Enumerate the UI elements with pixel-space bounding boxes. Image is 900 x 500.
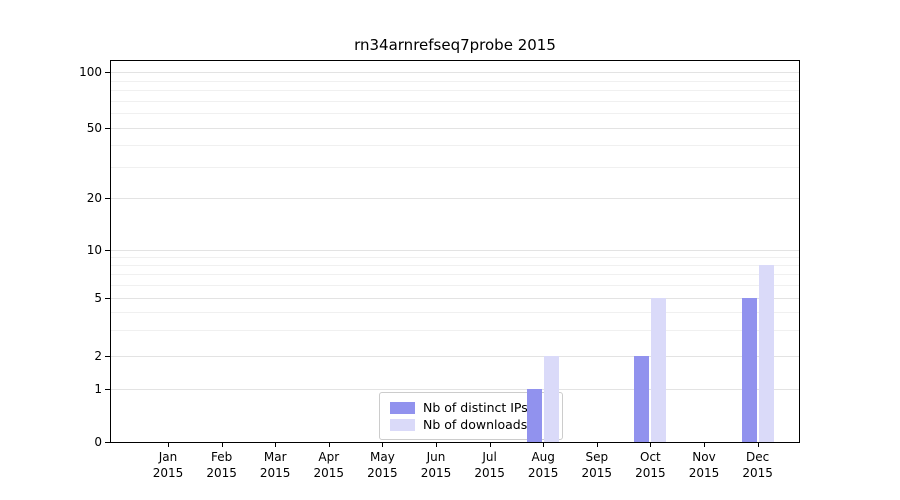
x-tick-label: Nov 2015: [688, 450, 720, 480]
y-tick-mark: [105, 72, 110, 74]
y-tick-label: 20: [86, 191, 102, 206]
gridline: [111, 265, 799, 267]
gridline: [111, 249, 799, 251]
x-tick-mark: [275, 443, 277, 447]
x-tick-label: Jun 2015: [420, 450, 452, 480]
y-tick-label: 0: [94, 435, 102, 449]
y-tick-label: 2: [94, 349, 102, 364]
y-tick-label: 100: [79, 65, 102, 80]
gridline: [111, 297, 799, 299]
bar-downloads: [758, 265, 774, 442]
y-tick-mark: [105, 389, 110, 391]
x-tick-mark: [757, 443, 759, 447]
x-tick-mark: [168, 443, 169, 447]
y-tick-mark: [105, 127, 110, 129]
y-tick-mark: [105, 249, 110, 251]
x-tick-mark: [489, 443, 491, 447]
gridline: [111, 144, 799, 146]
x-tick-label: Apr 2015: [313, 450, 345, 480]
y-tick-mark: [105, 442, 110, 443]
gridline: [111, 311, 799, 313]
legend-row: Nb of distinct IPs: [390, 399, 552, 416]
y-tick-mark: [105, 356, 110, 358]
y-tick-mark: [105, 297, 110, 299]
bar-distinct-ips: [741, 297, 757, 442]
gridline: [111, 356, 799, 358]
x-tick-label: Jan 2015: [152, 450, 184, 480]
x-tick-mark: [436, 443, 437, 447]
gridline: [111, 285, 799, 287]
gridline: [111, 127, 799, 129]
y-tick-mark: [105, 198, 110, 200]
x-tick-mark: [704, 443, 705, 447]
gridline: [111, 274, 799, 276]
legend-swatch: [390, 401, 415, 414]
plot-area: Nb of distinct IPs Nb of downloads: [110, 60, 800, 443]
chart-title: rn34arnrefseq7probe 2015: [354, 36, 556, 54]
legend-label: Nb of distinct IPs: [423, 400, 528, 415]
gridline: [111, 198, 799, 200]
y-tick-label: 5: [94, 290, 102, 305]
x-tick-mark: [221, 443, 223, 447]
x-tick-mark: [650, 443, 652, 447]
gridline: [111, 89, 799, 91]
x-tick-label: May 2015: [367, 450, 398, 480]
x-tick-label: Jul 2015: [474, 450, 505, 480]
bar-downloads: [651, 297, 667, 442]
x-tick-mark: [543, 443, 545, 447]
x-tick-label: Feb 2015: [206, 450, 237, 480]
gridline: [111, 257, 799, 259]
gridline: [111, 72, 799, 74]
x-tick-label: Mar 2015: [259, 450, 291, 480]
y-tick-label: 1: [94, 382, 102, 397]
x-tick-label: Oct 2015: [635, 450, 666, 480]
gridline: [111, 80, 799, 82]
bar-distinct-ips: [527, 389, 543, 442]
x-tick-label: Sep 2015: [581, 450, 613, 480]
gridline: [111, 389, 799, 391]
gridline: [111, 330, 799, 332]
y-tick-label: 10: [86, 242, 102, 257]
legend-label: Nb of downloads: [423, 417, 528, 432]
x-tick-mark: [596, 443, 598, 447]
legend-row: Nb of downloads: [390, 416, 552, 433]
gridline: [111, 166, 799, 168]
legend-swatch: [390, 418, 415, 431]
y-tick-label: 50: [86, 120, 102, 135]
x-tick-mark: [382, 443, 384, 447]
x-tick-mark: [328, 443, 330, 447]
x-tick-label: Dec 2015: [742, 450, 773, 480]
gridline: [111, 113, 799, 115]
gridline: [111, 100, 799, 102]
bar-downloads: [544, 356, 560, 442]
bar-distinct-ips: [634, 356, 650, 442]
x-tick-label: Aug 2015: [527, 450, 559, 480]
